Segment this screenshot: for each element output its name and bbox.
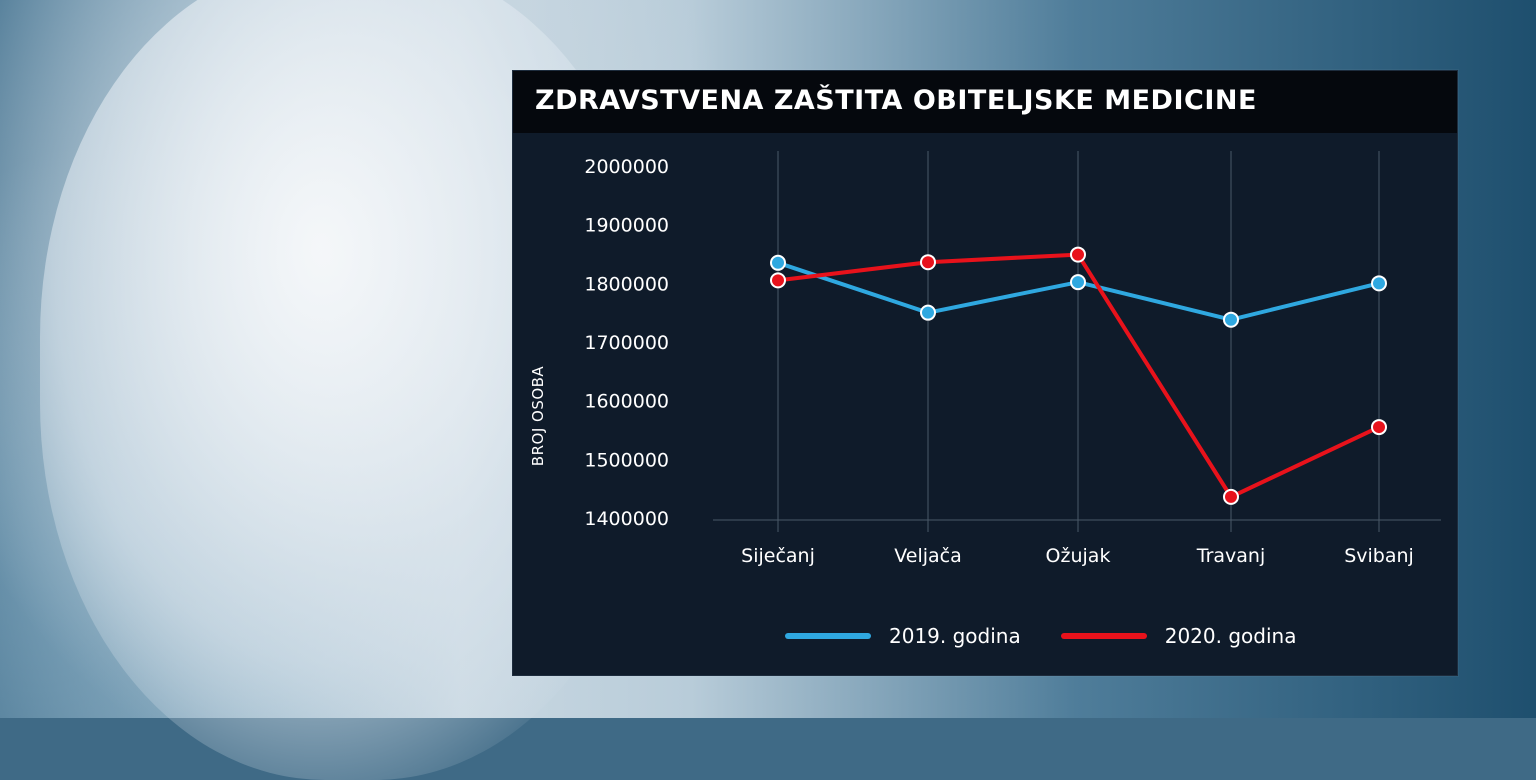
- y-tick-label: 1400000: [584, 508, 669, 530]
- series-0-point-1: [920, 304, 936, 321]
- legend-swatch-0: [785, 633, 871, 639]
- y-tick-label: 1900000: [584, 215, 669, 237]
- title-bar: ZDRAVSTVENA ZAŠTITA OBITELJSKE MEDICINE: [513, 71, 1457, 133]
- x-tick-label-4: Svibanj: [1344, 545, 1414, 567]
- line-chart: 2000000 1900000 1800000 1700000 1600000 15000…: [584, 151, 1441, 567]
- legend-swatch-1: [1060, 633, 1147, 639]
- series-1-point-4: [1371, 419, 1387, 436]
- series-1-point-0: [770, 272, 786, 289]
- x-tick-label-1: Veljača: [894, 545, 962, 567]
- chart-panel: ZDRAVSTVENA ZAŠTITA OBITELJSKE MEDICINE …: [512, 70, 1458, 676]
- x-tick-label-2: Ožujak: [1046, 545, 1111, 567]
- series-1-point-1: [920, 254, 936, 271]
- y-tick-label: 1500000: [584, 449, 669, 471]
- x-tick-label-3: Travanj: [1196, 545, 1265, 567]
- y-tick-label: 1800000: [584, 273, 669, 295]
- y-tick-label: 2000000: [584, 156, 669, 178]
- legend: 2019. godina 2020. godina: [785, 621, 1336, 651]
- chart-title: ZDRAVSTVENA ZAŠTITA OBITELJSKE MEDICINE: [535, 85, 1257, 116]
- series-0-point-4: [1371, 275, 1387, 292]
- series-1-point-3: [1223, 488, 1239, 505]
- series-1-point-2: [1070, 246, 1086, 263]
- series-0-point-3: [1223, 311, 1239, 328]
- y-tick-label: 1700000: [584, 332, 669, 354]
- x-tick-label-0: Siječanj: [741, 545, 815, 567]
- legend-label-1: 2020. godina: [1164, 624, 1297, 648]
- legend-label-0: 2019. godina: [889, 624, 1021, 648]
- legend-item-0: 2019. godina: [785, 624, 1021, 648]
- series-0-point-0: [770, 254, 786, 271]
- legend-item-1: 2020. godina: [1060, 624, 1297, 648]
- series-0-point-2: [1070, 274, 1086, 291]
- y-tick-label: 1600000: [584, 391, 669, 413]
